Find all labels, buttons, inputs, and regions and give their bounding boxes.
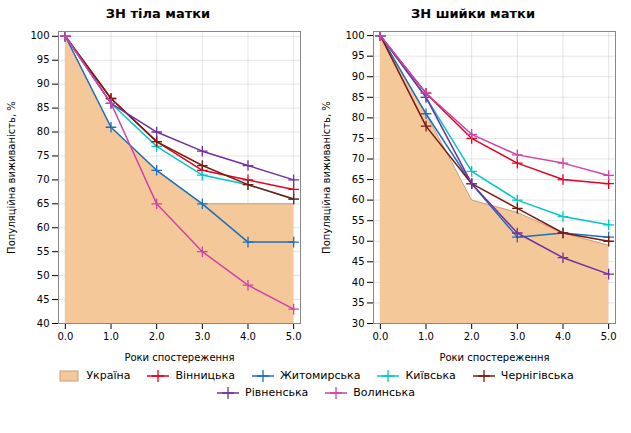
html-text:Вінницька: Вінницька [175, 369, 235, 382]
svg-text:5.0: 5.0 [286, 331, 302, 342]
svg-text:Роки спостереження: Роки спостереження [124, 352, 234, 363]
svg-text:1.0: 1.0 [418, 331, 434, 342]
svg-text:Роки спостереження: Роки спостереження [439, 352, 549, 363]
svg-text:80: 80 [37, 126, 50, 137]
svg-text:50: 50 [37, 270, 50, 281]
svg-text:4.0: 4.0 [240, 331, 256, 342]
svg-text:50: 50 [352, 235, 365, 246]
svg-text:95: 95 [352, 50, 365, 61]
svg-text:5.0: 5.0 [601, 331, 617, 342]
svg-text:1.0: 1.0 [103, 331, 119, 342]
svg-text:60: 60 [352, 194, 365, 205]
svg-text:90: 90 [37, 78, 50, 89]
svg-text:100: 100 [345, 30, 364, 41]
html-text:Київська: Київська [405, 369, 456, 382]
svg-text:Популяційна виживаність, %: Популяційна виживаність, % [6, 101, 17, 254]
svg-text:3.0: 3.0 [194, 331, 210, 342]
svg-text:4.0: 4.0 [555, 331, 571, 342]
svg-text:95: 95 [37, 54, 50, 65]
html-text:Житомирська: Житомирська [279, 369, 361, 382]
svg-text:75: 75 [352, 133, 365, 144]
svg-text:0.0: 0.0 [57, 331, 73, 342]
svg-text:90: 90 [352, 71, 365, 82]
svg-text:65: 65 [352, 174, 365, 185]
svg-text:2.0: 2.0 [464, 331, 480, 342]
svg-text:45: 45 [352, 256, 365, 267]
html-text:Чернігівська: Чернігівська [500, 369, 574, 382]
svg-text:3.0: 3.0 [509, 331, 525, 342]
svg-text:65: 65 [37, 198, 50, 209]
svg-text:100: 100 [30, 30, 49, 41]
svg-text:2.0: 2.0 [149, 331, 165, 342]
svg-text:60: 60 [37, 222, 50, 233]
svg-text:70: 70 [352, 153, 365, 164]
svg-text:80: 80 [352, 112, 365, 123]
svg-text:55: 55 [352, 215, 365, 226]
html-text:Україна: Україна [86, 369, 131, 382]
html-text:Волинська: Волинська [353, 386, 415, 399]
svg-text:35: 35 [352, 297, 365, 308]
svg-text:45: 45 [37, 294, 50, 305]
html-text:ЗН шийки матки: ЗН шийки матки [411, 6, 535, 21]
svg-text:Популяційна виживаність, %: Популяційна виживаність, % [321, 101, 332, 254]
svg-text:75: 75 [37, 150, 50, 161]
html-text:Рівненська: Рівненська [245, 386, 309, 399]
svg-text:30: 30 [352, 318, 365, 329]
svg-text:85: 85 [37, 102, 50, 113]
svg-text:85: 85 [352, 92, 365, 103]
svg-text:40: 40 [352, 277, 365, 288]
svg-text:70: 70 [37, 174, 50, 185]
svg-text:40: 40 [37, 318, 50, 329]
svg-text:0.0: 0.0 [372, 331, 388, 342]
html-text:ЗН тіла матки: ЗН тіла матки [105, 6, 211, 21]
svg-text:55: 55 [37, 246, 50, 257]
